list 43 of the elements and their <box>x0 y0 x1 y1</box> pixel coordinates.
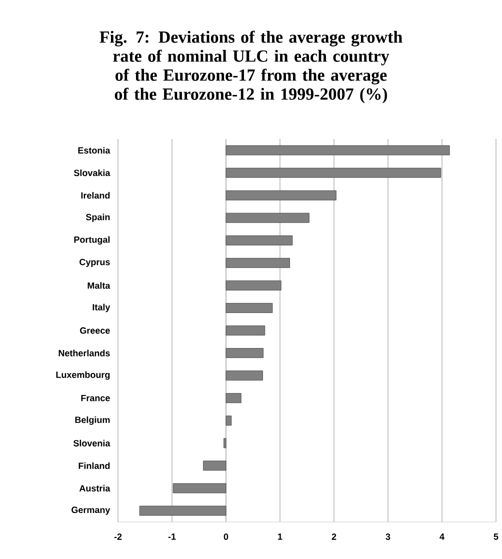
bar <box>226 190 336 200</box>
y-tick-label: Greece <box>80 327 110 334</box>
y-tick-label: Finland <box>78 462 110 469</box>
bar <box>226 303 273 313</box>
y-tick-label: Belgium <box>75 416 110 425</box>
y-tick-label: Ireland <box>81 192 110 199</box>
bar <box>139 506 226 516</box>
y-tick-label: Malta <box>88 282 110 289</box>
bar <box>203 460 226 471</box>
x-tick-label: 3 <box>386 534 390 540</box>
x-tick-label: 0 <box>224 534 228 540</box>
y-tick-label: Spain <box>86 214 110 222</box>
bar <box>226 393 242 404</box>
y-tick-label: Austria <box>79 484 110 492</box>
y-tick-label: Slovakia <box>74 169 110 176</box>
bar <box>226 348 264 358</box>
bar <box>226 370 263 381</box>
bar <box>226 280 282 290</box>
x-tick-label: 4 <box>440 534 444 540</box>
x-tick-label: 5 <box>494 534 498 540</box>
bar <box>226 416 232 426</box>
y-tick-label: Cyprus <box>80 258 110 267</box>
y-tick-label: Slovenia <box>73 440 110 446</box>
x-tick-label: -2 <box>114 534 122 540</box>
y-tick-label: Estonia <box>78 146 110 154</box>
y-tick-label: Luxembourg <box>56 371 110 380</box>
bar <box>226 145 450 156</box>
bar <box>226 168 442 178</box>
x-tick-label: 1 <box>278 534 282 540</box>
x-tick-label: -1 <box>168 534 176 540</box>
bar <box>226 326 266 336</box>
x-tick-label: 2 <box>332 534 336 540</box>
bar <box>226 212 310 223</box>
y-tick-label: France <box>81 394 110 402</box>
chart-title: Fig. 7: Deviations of the average growth rate of nominal ULC in each country of the Eurozone-17 from the average of the Eurozone-12 in 1999-2007 (%) <box>100 30 402 104</box>
bar <box>172 483 226 494</box>
bar <box>226 235 293 246</box>
y-tick-label: Germany <box>72 506 110 515</box>
y-tick-label: Portugal <box>74 236 110 245</box>
bar <box>226 258 290 268</box>
bar <box>224 438 226 448</box>
y-tick-label: Italy <box>92 304 110 312</box>
y-tick-label: Netherlands <box>58 350 110 356</box>
